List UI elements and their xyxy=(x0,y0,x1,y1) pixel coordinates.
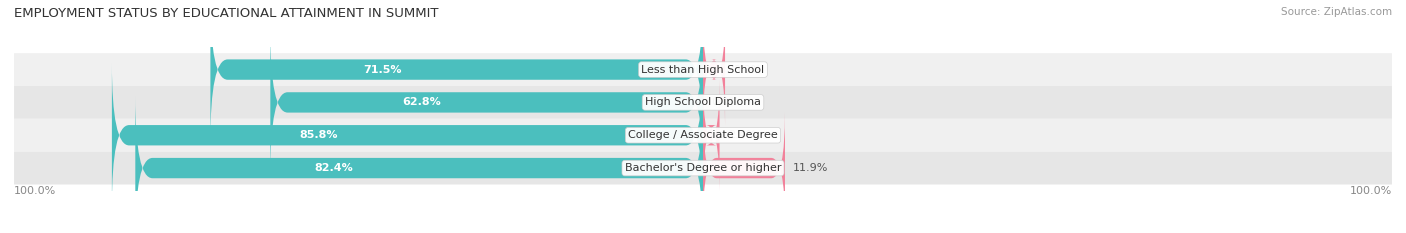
FancyBboxPatch shape xyxy=(703,80,720,191)
Text: 62.8%: 62.8% xyxy=(402,97,441,107)
Text: 3.2%: 3.2% xyxy=(734,65,762,75)
FancyBboxPatch shape xyxy=(14,152,1392,185)
FancyBboxPatch shape xyxy=(14,86,1392,119)
Text: 11.9%: 11.9% xyxy=(793,163,828,173)
Text: EMPLOYMENT STATUS BY EDUCATIONAL ATTAINMENT IN SUMMIT: EMPLOYMENT STATUS BY EDUCATIONAL ATTAINM… xyxy=(14,7,439,20)
Text: Bachelor's Degree or higher: Bachelor's Degree or higher xyxy=(624,163,782,173)
Text: 85.8%: 85.8% xyxy=(299,130,337,140)
Text: 71.5%: 71.5% xyxy=(364,65,402,75)
FancyBboxPatch shape xyxy=(135,96,703,233)
Text: 100.0%: 100.0% xyxy=(14,186,56,196)
Text: 100.0%: 100.0% xyxy=(1350,186,1392,196)
Text: 0.0%: 0.0% xyxy=(711,97,740,107)
Text: 82.4%: 82.4% xyxy=(315,163,353,173)
FancyBboxPatch shape xyxy=(703,113,785,224)
Text: Source: ZipAtlas.com: Source: ZipAtlas.com xyxy=(1281,7,1392,17)
FancyBboxPatch shape xyxy=(703,14,725,125)
FancyBboxPatch shape xyxy=(14,53,1392,86)
FancyBboxPatch shape xyxy=(112,63,703,207)
Text: Less than High School: Less than High School xyxy=(641,65,765,75)
FancyBboxPatch shape xyxy=(270,31,703,174)
Text: College / Associate Degree: College / Associate Degree xyxy=(628,130,778,140)
Text: High School Diploma: High School Diploma xyxy=(645,97,761,107)
FancyBboxPatch shape xyxy=(14,119,1392,152)
Text: 2.4%: 2.4% xyxy=(728,130,756,140)
FancyBboxPatch shape xyxy=(211,0,703,141)
